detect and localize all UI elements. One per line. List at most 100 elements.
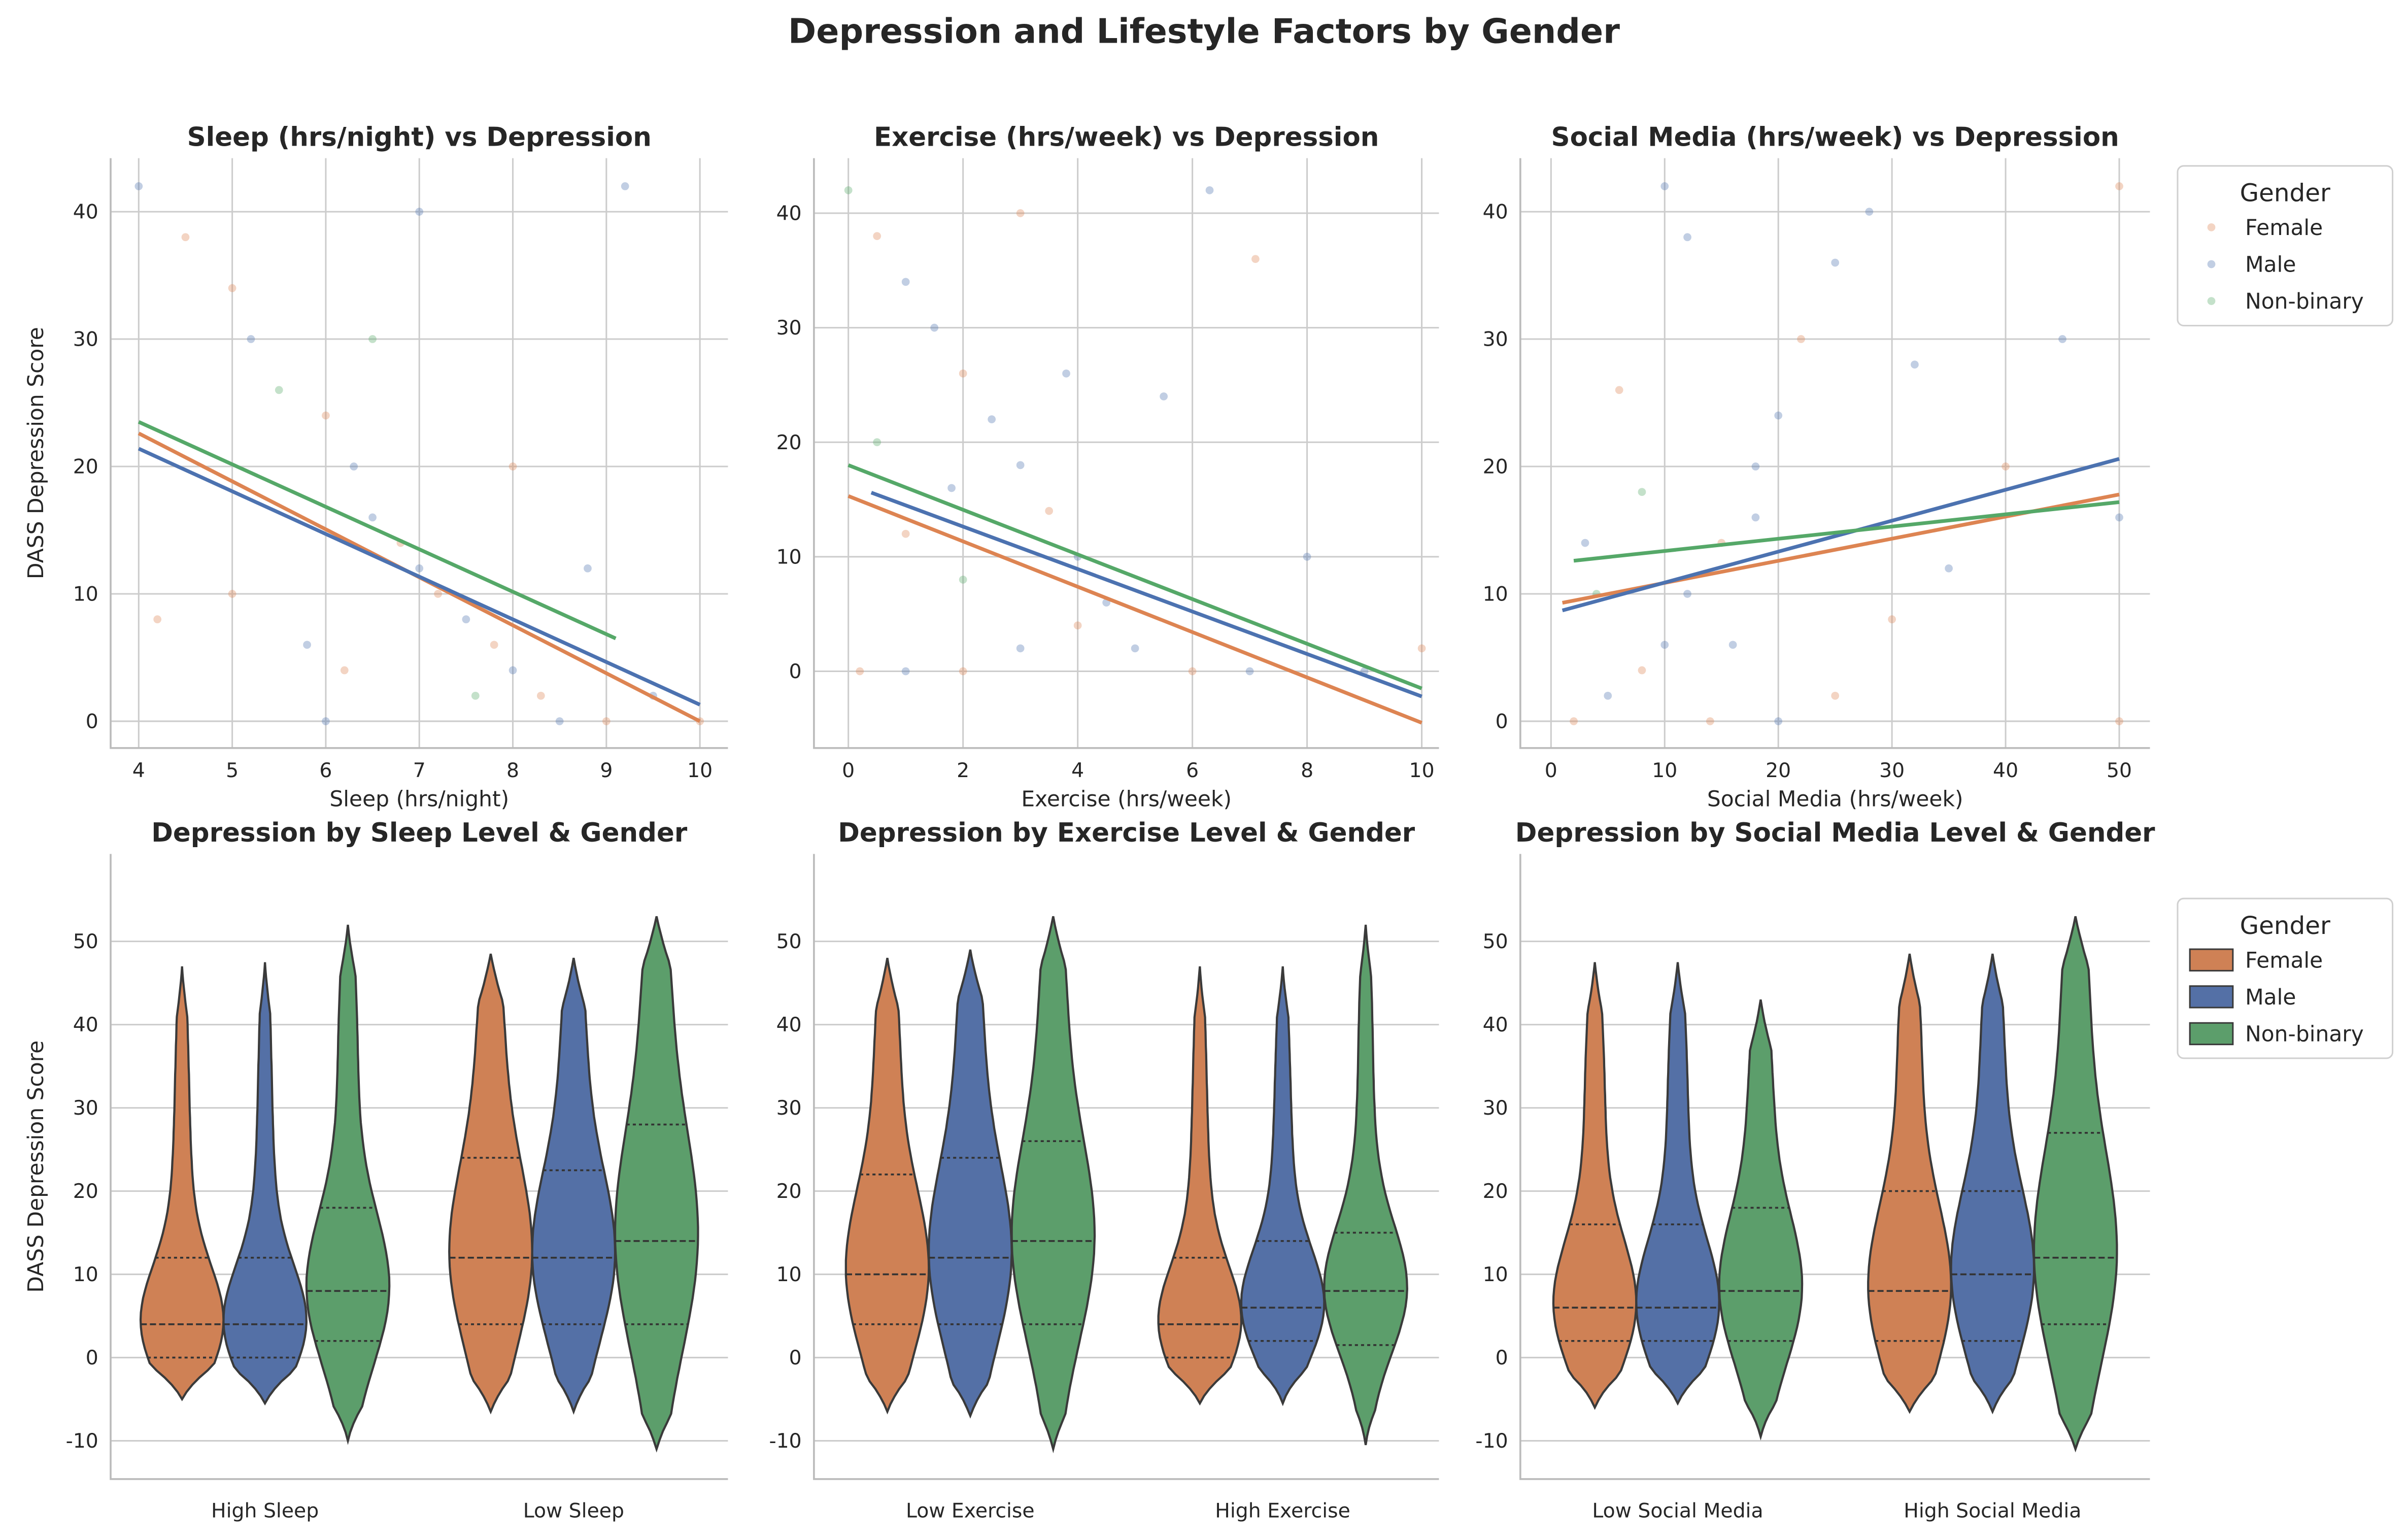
y-tick-label: 30 — [1483, 1096, 1508, 1120]
y-tick-label: 0 — [1496, 1346, 1508, 1369]
scatter-point-female — [602, 717, 611, 725]
legend-entry-female: Female — [2245, 215, 2323, 240]
scatter-point-female — [1888, 615, 1896, 624]
y-tick-label: 20 — [1483, 455, 1508, 479]
violin-male — [531, 957, 617, 1415]
x-axis-label: Sleep (hrs/night) — [329, 787, 509, 812]
x-tick-label: 30 — [1879, 759, 1905, 782]
violin-female — [1867, 953, 1952, 1414]
y-tick-label: 40 — [73, 200, 98, 224]
scatter-point-female — [1417, 644, 1426, 653]
x-tick-label: 20 — [1766, 759, 1791, 782]
axes-spines — [813, 158, 1439, 749]
x-tick-label: 4 — [1071, 759, 1084, 782]
subplot-5: Depression by Exercise Level & Gender -10… — [769, 818, 1439, 1523]
legend-swatch-female — [2189, 948, 2234, 972]
y-tick-label: 40 — [1483, 1013, 1508, 1036]
scatter-point-female — [508, 462, 517, 471]
scatter-point-female — [1638, 666, 1646, 675]
scatter-point-female — [959, 369, 967, 378]
scatter-point-male — [1660, 182, 1669, 190]
y-tick-label: -10 — [1475, 1429, 1508, 1453]
scatter-point-female — [490, 641, 498, 649]
scatter-point-male — [1728, 641, 1737, 649]
scatter-point-male — [1604, 691, 1612, 700]
scatter-point-male — [368, 513, 377, 522]
x-tick-label: 8 — [506, 759, 519, 782]
y-tick-label: 10 — [73, 583, 98, 606]
y-tick-label: 10 — [1483, 583, 1508, 606]
y-tick-label: 20 — [73, 455, 98, 479]
scatter-point-female — [181, 233, 190, 242]
x-tick-label: Low Sleep — [523, 1499, 624, 1523]
subplot-1: Sleep (hrs/night) vs Depression 0 10 20 30 40… — [23, 122, 728, 812]
x-tick-label: High Exercise — [1215, 1499, 1350, 1523]
scatter-point-male — [1751, 462, 1760, 471]
legend-frame — [2177, 165, 2394, 327]
legend-frame — [2177, 897, 2394, 1059]
regression-line-male — [1562, 457, 2120, 613]
y-tick-label: -10 — [66, 1429, 98, 1453]
figure-title: Depression and Lifestyle Factors by Gend… — [788, 12, 1620, 51]
x-tick-label: 0 — [842, 759, 855, 782]
x-tick-label: Low Exercise — [906, 1499, 1035, 1523]
y-tick-label: 30 — [73, 1096, 98, 1120]
scatter-point-male — [1683, 590, 1691, 598]
subplot-title: Exercise (hrs/week) vs Depression — [874, 122, 1379, 152]
legend-entry-non-binary: Non-binary — [2245, 289, 2364, 314]
x-tick-label: 7 — [413, 759, 426, 782]
violin-male — [928, 949, 1013, 1419]
x-tick-label: High Sleep — [211, 1499, 319, 1523]
scatter-point-female — [1706, 717, 1714, 725]
x-tick-label: 50 — [2107, 759, 2132, 782]
scatter-point-female — [1073, 621, 1082, 630]
x-axis-label: Exercise (hrs/week) — [1021, 787, 1232, 812]
scatter-point-male — [621, 182, 629, 190]
scatter-point-male — [1774, 717, 1783, 725]
y-tick-label: 0 — [789, 1346, 802, 1369]
scatter-point-male — [1245, 667, 1254, 676]
subplot-title: Depression by Exercise Level & Gender — [838, 818, 1415, 848]
regression-line-female — [847, 494, 1422, 725]
x-tick-label: 6 — [319, 759, 332, 782]
legend-entry-non-binary: Non-binary — [2245, 1022, 2364, 1047]
violin-female — [139, 966, 225, 1401]
scatter-point-male — [1683, 233, 1691, 242]
scatter-point-female — [228, 284, 236, 292]
scatter-point-female — [1188, 667, 1197, 676]
scatter-point-female — [322, 411, 330, 420]
x-tick-label: 10 — [1409, 759, 1435, 782]
scatter-point-female — [1797, 335, 1805, 343]
subplot-3: Social Media (hrs/week) vs Depression 0 10… — [1483, 122, 2150, 812]
y-axis-label: DASS Depression Score — [23, 1041, 48, 1293]
y-tick-label: 10 — [776, 1263, 802, 1286]
scatter-point-male — [2115, 513, 2123, 522]
axes-spines — [110, 158, 728, 749]
y-tick-label: 30 — [776, 316, 802, 340]
legend-marker-non-binary — [2207, 297, 2216, 305]
scatter-point-male — [1945, 564, 1953, 573]
subplot-title: Depression by Social Media Level & Gende… — [1515, 818, 2155, 848]
scatter-point-female — [340, 666, 349, 675]
y-tick-label: 0 — [789, 660, 802, 683]
subplot-title: Social Media (hrs/week) vs Depression — [1551, 122, 2119, 152]
violin-non-binary — [305, 924, 391, 1445]
y-tick-label: 40 — [776, 202, 802, 225]
scatter-point-male — [1131, 644, 1139, 653]
x-tick-label: 10 — [1652, 759, 1677, 782]
y-tick-label: 20 — [73, 1180, 98, 1203]
scatter-point-male — [1160, 392, 1168, 400]
scatter-point-male — [462, 615, 470, 624]
scatter-point-male — [901, 278, 910, 286]
scatter-point-female — [2002, 462, 2010, 471]
scatter-point-non-binary — [368, 335, 377, 343]
y-tick-label: 10 — [776, 545, 802, 568]
scatter-point-non-binary — [275, 386, 283, 394]
scatter-point-male — [930, 323, 939, 332]
x-tick-label: 4 — [132, 759, 145, 782]
scatter-point-male — [415, 564, 424, 573]
subplot-title: Depression by Sleep Level & Gender — [151, 818, 688, 848]
violin-female — [1552, 962, 1638, 1410]
scatter-point-male — [988, 415, 996, 423]
